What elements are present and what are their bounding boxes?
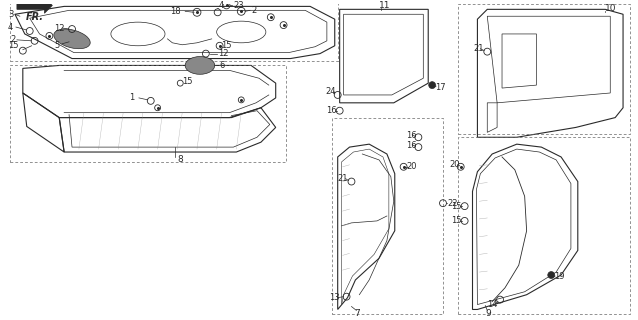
Text: 11: 11: [379, 1, 390, 10]
Text: 16: 16: [326, 106, 336, 115]
Circle shape: [548, 272, 554, 278]
Text: 12: 12: [218, 49, 228, 58]
Ellipse shape: [185, 57, 215, 74]
Text: 1: 1: [129, 93, 135, 102]
Ellipse shape: [54, 29, 90, 49]
Circle shape: [429, 82, 436, 89]
Text: 15: 15: [221, 41, 232, 50]
Text: 4: 4: [219, 1, 224, 10]
Polygon shape: [17, 0, 52, 13]
Text: 9: 9: [486, 309, 491, 318]
Text: 15: 15: [182, 77, 193, 86]
Text: 2: 2: [10, 35, 15, 44]
Text: 10: 10: [605, 4, 617, 13]
Text: 8: 8: [177, 156, 183, 164]
Text: 18: 18: [170, 7, 181, 16]
Text: 16: 16: [406, 131, 417, 140]
Text: 22: 22: [447, 199, 457, 208]
Text: 4: 4: [8, 22, 13, 32]
Text: 21: 21: [338, 174, 348, 183]
Text: 14: 14: [487, 300, 498, 309]
Text: 5: 5: [54, 41, 59, 50]
Text: 3: 3: [8, 10, 13, 19]
Text: FR.: FR.: [26, 12, 43, 22]
Text: 21: 21: [473, 44, 484, 53]
Text: 16: 16: [406, 140, 417, 150]
Text: 17: 17: [435, 83, 446, 92]
Text: 19: 19: [554, 273, 565, 282]
Text: 15: 15: [8, 41, 19, 50]
Text: 24: 24: [325, 86, 336, 95]
Text: 20: 20: [450, 160, 461, 169]
Text: 7: 7: [355, 309, 360, 318]
Text: 15: 15: [451, 216, 461, 225]
Text: 23: 23: [234, 1, 244, 10]
Text: 20: 20: [406, 162, 417, 171]
Text: 15: 15: [451, 202, 461, 211]
Text: 12: 12: [54, 24, 65, 33]
Text: 13: 13: [329, 293, 339, 302]
Text: 6: 6: [219, 61, 225, 70]
Text: 2: 2: [251, 6, 256, 15]
